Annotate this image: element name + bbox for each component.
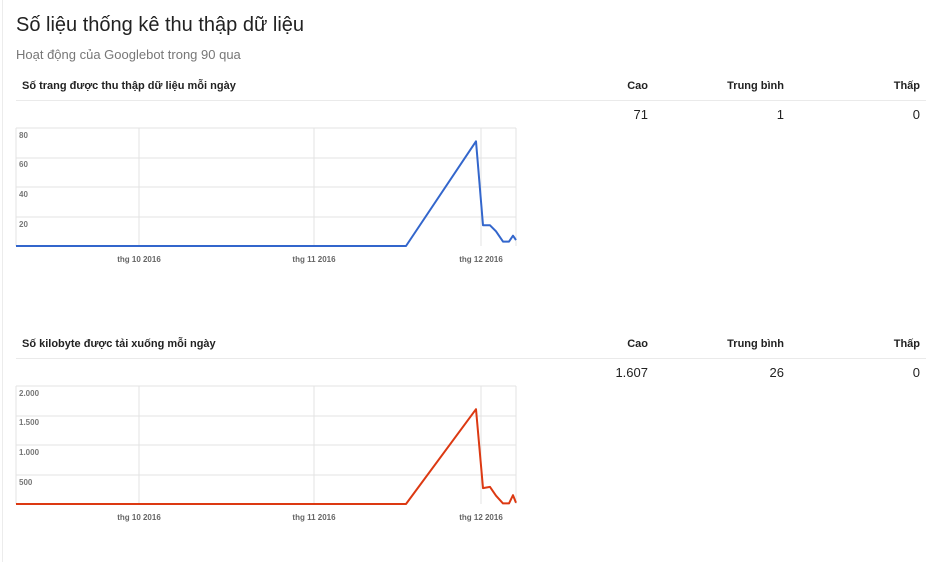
value-average: 1 (776, 107, 784, 122)
col-header-average: Trung bình (727, 338, 784, 350)
x-tick-label: thg 11 2016 (292, 255, 336, 264)
col-header-low: Thấp (893, 338, 920, 350)
section-title: Số trang được thu thập dữ liệu mỗi ngày (22, 80, 236, 92)
y-tick-label: 1.000 (19, 448, 40, 457)
value-average: 26 (769, 365, 784, 380)
y-tick-label: 40 (19, 190, 28, 199)
value-high: 1.607 (615, 365, 648, 380)
y-tick-label: 1.500 (19, 418, 40, 427)
page-title: Số liệu thống kê thu thập dữ liệu (16, 14, 305, 36)
col-header-high: Cao (627, 338, 648, 350)
y-tick-label: 60 (19, 160, 28, 169)
left-divider (2, 0, 3, 562)
col-header-low: Thấp (893, 80, 920, 92)
kilobytes-downloaded-chart: 2.000 1.500 1.000 500 thg 10 2016 thg 11 2016… (15, 385, 517, 522)
pages-crawled-chart: 80 60 40 20 thg 10 2016 thg 11 2016 thg 12 201… (15, 127, 517, 264)
y-tick-label: 2.000 (19, 389, 40, 398)
y-tick-label: 20 (19, 220, 28, 229)
value-high: 71 (633, 107, 648, 122)
col-header-average: Trung bình (727, 80, 784, 92)
x-tick-label: thg 11 2016 (292, 513, 336, 522)
section-header: Số kilobyte được tải xuống mỗi ngày Cao … (16, 334, 926, 359)
x-tick-label: thg 10 2016 (117, 513, 161, 522)
x-tick-label: thg 10 2016 (117, 255, 161, 264)
section-header: Số trang được thu thập dữ liệu mỗi ngày … (16, 76, 926, 101)
y-tick-label: 500 (19, 478, 33, 487)
series-line (16, 408, 517, 505)
value-low: 0 (912, 365, 920, 380)
value-low: 0 (912, 107, 920, 122)
y-tick-label: 80 (19, 131, 28, 140)
x-tick-label: thg 12 2016 (459, 255, 503, 264)
x-tick-label: thg 12 2016 (459, 513, 503, 522)
series-line (16, 140, 517, 247)
section-title: Số kilobyte được tải xuống mỗi ngày (22, 338, 216, 350)
page-subtitle: Hoạt động của Googlebot trong 90 qua (16, 47, 241, 62)
col-header-high: Cao (627, 80, 648, 92)
